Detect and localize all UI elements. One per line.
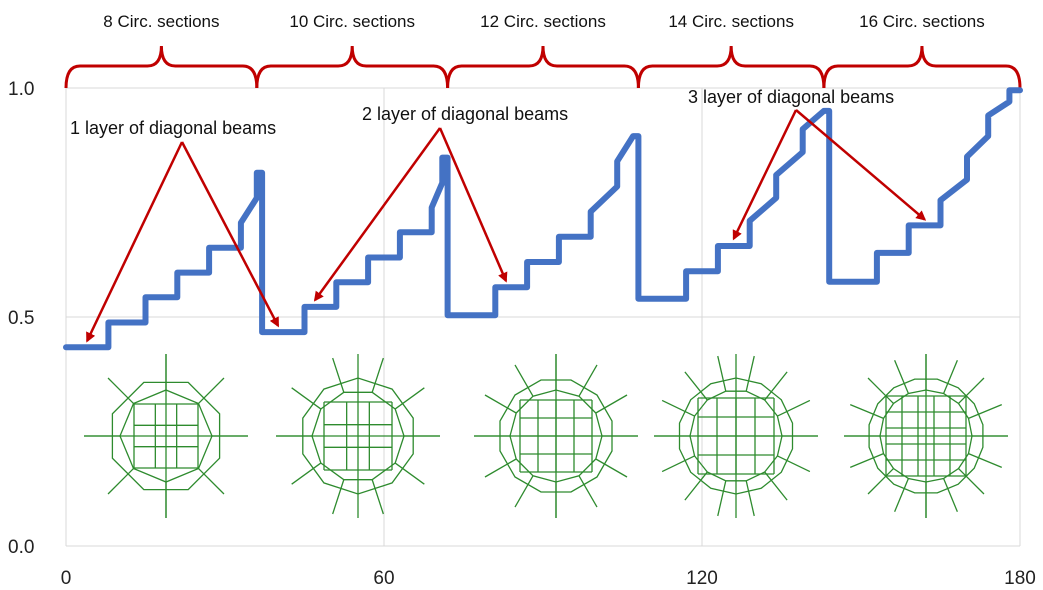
section-label: 16 Circ. sections bbox=[859, 12, 985, 31]
mesh-spoke bbox=[958, 468, 985, 495]
x-tick-label: 0 bbox=[61, 568, 72, 589]
mesh-spoke bbox=[717, 355, 727, 392]
mesh-spoke bbox=[777, 455, 811, 473]
mesh-spoke bbox=[371, 357, 384, 393]
mesh-outer-ring bbox=[868, 378, 984, 494]
mesh-spoke bbox=[849, 453, 884, 468]
section-label: 8 Circ. sections bbox=[103, 12, 219, 31]
cross-section-diagram bbox=[654, 354, 818, 518]
mesh-outer-ring bbox=[111, 381, 221, 491]
mesh-spoke bbox=[578, 475, 598, 508]
mesh-spoke bbox=[764, 471, 788, 501]
mesh-spoke bbox=[394, 387, 425, 410]
mesh-spoke bbox=[867, 377, 894, 404]
mesh-outer-ring bbox=[302, 377, 414, 495]
mesh-spoke bbox=[777, 399, 811, 417]
section-brace bbox=[636, 45, 826, 89]
mesh-spoke bbox=[484, 394, 517, 414]
mesh-spoke bbox=[968, 404, 1003, 419]
grid bbox=[65, 87, 1021, 547]
mesh-spoke bbox=[595, 458, 628, 478]
mesh-spoke bbox=[332, 357, 345, 393]
annotation-arrow bbox=[180, 141, 280, 328]
mesh-spoke bbox=[684, 371, 708, 401]
x-tick-label: 60 bbox=[373, 568, 394, 589]
mesh-spoke bbox=[332, 479, 345, 515]
annotation-label: 3 layer of diagonal beams bbox=[688, 87, 894, 107]
annotation-arrow bbox=[86, 141, 184, 343]
section-braces bbox=[64, 45, 1022, 89]
mesh-spoke bbox=[578, 364, 598, 397]
mesh-spoke bbox=[661, 455, 695, 473]
x-tick-label: 120 bbox=[686, 568, 718, 589]
series bbox=[63, 87, 1023, 351]
cross-section-diagrams bbox=[84, 354, 1008, 518]
annotation-arrows bbox=[86, 109, 927, 343]
mesh-spoke bbox=[764, 371, 788, 401]
section-label: 14 Circ. sections bbox=[668, 12, 794, 31]
annotation-arrow bbox=[732, 109, 798, 241]
section-label: 10 Circ. sections bbox=[289, 12, 415, 31]
mesh-spoke bbox=[484, 458, 517, 478]
annotation-label: 2 layer of diagonal beams bbox=[362, 104, 568, 124]
y-tick-label: 0.5 bbox=[8, 308, 34, 329]
mesh-spoke bbox=[291, 462, 322, 485]
annotation-arrow bbox=[795, 109, 927, 221]
y-tick-label: 0.0 bbox=[8, 537, 34, 558]
section-brace bbox=[255, 45, 450, 89]
mesh-outer-ring bbox=[678, 377, 794, 495]
mesh-spoke bbox=[745, 480, 755, 517]
mesh-spoke bbox=[968, 453, 1003, 468]
mesh-spoke bbox=[371, 479, 384, 515]
mesh-outer-ring bbox=[499, 379, 613, 493]
mesh-spoke bbox=[849, 404, 884, 419]
mesh-spoke bbox=[894, 359, 909, 394]
mesh-spoke bbox=[894, 478, 909, 513]
mesh-spoke bbox=[514, 475, 534, 508]
mesh-spoke bbox=[943, 359, 958, 394]
series-line bbox=[63, 87, 1023, 351]
mesh-spoke bbox=[595, 394, 628, 414]
mesh-spoke bbox=[684, 471, 708, 501]
section-brace bbox=[64, 45, 259, 89]
mesh-spoke bbox=[745, 355, 755, 392]
mesh-spoke bbox=[107, 377, 134, 404]
y-tick-label: 1.0 bbox=[8, 79, 34, 100]
mesh-spoke bbox=[291, 387, 322, 410]
annotation-label: 1 layer of diagonal beams bbox=[70, 118, 276, 138]
mesh-spoke bbox=[717, 480, 727, 517]
section-brace bbox=[822, 45, 1022, 89]
annotation-arrow bbox=[313, 127, 442, 302]
annotation-arrow bbox=[438, 127, 508, 283]
mesh-spoke bbox=[661, 399, 695, 417]
section-brace bbox=[446, 45, 640, 89]
mesh-spoke bbox=[943, 478, 958, 513]
cross-section-diagram bbox=[84, 354, 248, 518]
cross-section-diagram bbox=[844, 354, 1008, 518]
mesh-spoke bbox=[514, 364, 534, 397]
annotation-labels: 1 layer of diagonal beams 2 layer of diag… bbox=[70, 87, 894, 138]
axis-ticks: 0.0 0.5 1.0 0 60 120 180 bbox=[8, 79, 1036, 589]
mesh-spoke bbox=[958, 377, 985, 404]
mesh-spoke bbox=[867, 468, 894, 495]
section-labels: 8 Circ. sections 10 Circ. sections 12 Circ… bbox=[103, 12, 984, 31]
cross-section-diagram bbox=[276, 354, 440, 518]
x-tick-label: 180 bbox=[1004, 568, 1036, 589]
cross-section-diagram bbox=[474, 354, 638, 518]
mesh-spoke bbox=[394, 462, 425, 485]
mesh-spoke bbox=[198, 377, 225, 404]
mesh-spoke bbox=[198, 468, 225, 495]
section-label: 12 Circ. sections bbox=[480, 12, 606, 31]
mesh-spoke bbox=[107, 468, 134, 495]
